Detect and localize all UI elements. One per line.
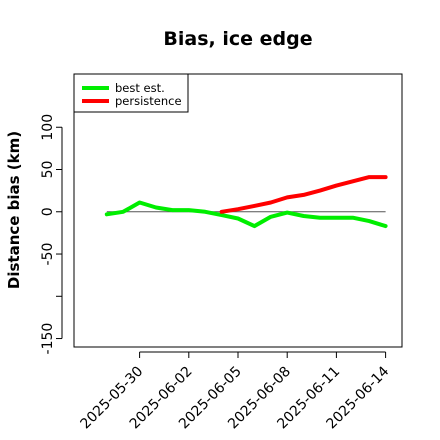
series-line-best-est (104, 200, 388, 229)
x-axis: 2025-05-302025-06-022025-06-052025-06-08… (78, 351, 392, 432)
y-tick-label: 0 (40, 207, 56, 216)
y-tick-label: -50 (40, 243, 56, 266)
legend-box (73, 73, 189, 113)
y-tick-label: -150 (40, 323, 56, 355)
y-axis-label: Distance bias (km) (5, 131, 23, 289)
legend-label-persistence: persistence (115, 94, 182, 108)
plot-area (73, 73, 403, 348)
series-layer (104, 175, 388, 229)
y-tick-label: 100 (40, 114, 56, 141)
y-tick-label: 50 (40, 161, 56, 179)
chart-title: Bias, ice edge (163, 28, 312, 50)
legend-label-best-est: best est. (115, 81, 165, 95)
legend: best est. persistence (73, 73, 189, 113)
y-axis: -150 -50 0 50 100 (40, 114, 63, 355)
series-line-persistence (219, 175, 388, 214)
